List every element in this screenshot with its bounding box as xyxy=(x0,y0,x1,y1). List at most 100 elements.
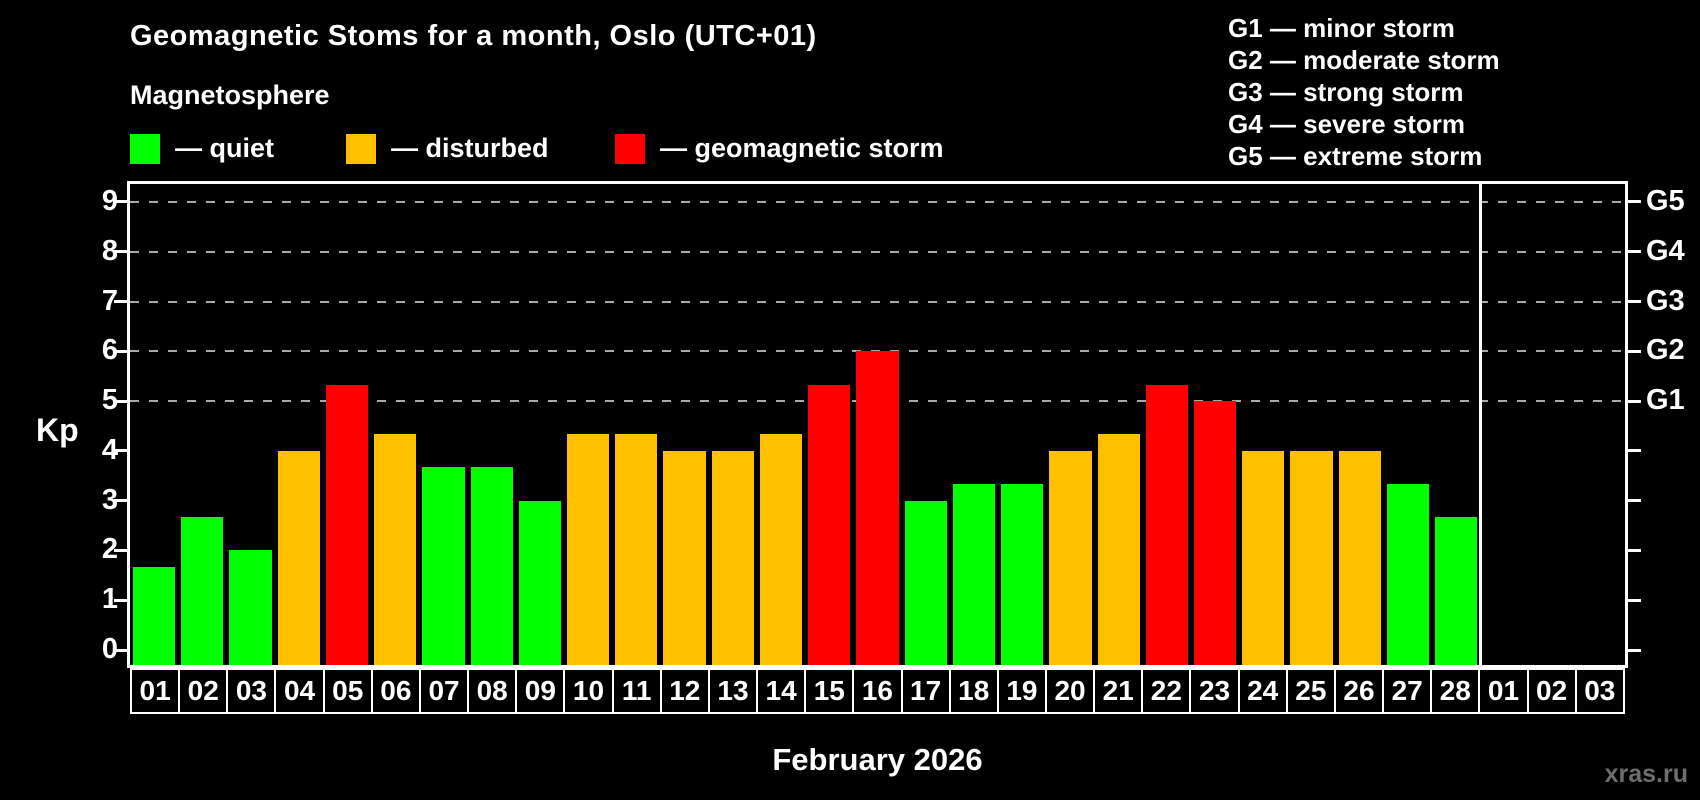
day-cell-feb-10: 10 xyxy=(563,668,614,714)
day-cell-feb-03: 03 xyxy=(226,668,277,714)
day-cell-feb-27: 27 xyxy=(1382,668,1433,714)
right-tick-7 xyxy=(1628,300,1641,304)
day-cell-mar-01: 01 xyxy=(1478,668,1529,714)
kp-bar-day-03 xyxy=(229,550,272,665)
left-tick-6 xyxy=(114,349,127,353)
y-axis-title-kp: Kp xyxy=(36,412,79,448)
kp-bar-day-20 xyxy=(1049,450,1092,665)
day-cell-feb-11: 11 xyxy=(611,668,662,714)
y-axis-label-4: 4 xyxy=(101,433,118,466)
quiet-color-swatch xyxy=(130,133,160,164)
right-tick-5 xyxy=(1628,399,1641,403)
kp-bar-day-24 xyxy=(1242,450,1285,665)
legend-item-quiet: — quiet xyxy=(130,133,274,164)
left-tick-0 xyxy=(114,648,127,652)
day-cell-feb-02: 02 xyxy=(178,668,229,714)
g1-legend-line: G1 — minor storm xyxy=(1228,13,1455,43)
kp-bar-day-01 xyxy=(133,566,176,665)
kp-bar-day-19 xyxy=(1001,484,1044,665)
day-cell-feb-17: 17 xyxy=(900,668,951,714)
legend-item-disturbed: — disturbed xyxy=(346,133,549,164)
gridline-kp-6 xyxy=(130,350,1625,353)
month-separator-line xyxy=(1478,184,1482,665)
kp-bar-day-22 xyxy=(1145,384,1188,665)
right-tick-4 xyxy=(1628,449,1641,453)
right-axis-label-g3: G3 xyxy=(1646,284,1685,317)
g-scale-legend: G1 — minor storm G2 — moderate storm G3 … xyxy=(1228,12,1500,172)
y-axis-label-7: 7 xyxy=(101,284,118,317)
day-cell-feb-24: 24 xyxy=(1237,668,1288,714)
legend-label-disturbed: — disturbed xyxy=(391,133,549,163)
legend-label-quiet: — quiet xyxy=(175,133,274,163)
day-cell-feb-20: 20 xyxy=(1044,668,1096,714)
storm-color-swatch xyxy=(615,133,645,164)
kp-bar-day-09 xyxy=(518,500,562,665)
y-axis-label-0: 0 xyxy=(101,633,118,665)
day-cell-feb-19: 19 xyxy=(996,668,1047,714)
kp-bar-day-02 xyxy=(181,517,224,665)
kp-bar-day-08 xyxy=(470,467,513,665)
day-cell-feb-23: 23 xyxy=(1189,668,1240,714)
y-axis-label-1: 1 xyxy=(101,583,118,616)
right-axis-label-g2: G2 xyxy=(1646,334,1685,367)
kp-bar-day-23 xyxy=(1193,401,1237,665)
legend-item-storm: — geomagnetic storm xyxy=(615,133,944,164)
day-cell-feb-07: 07 xyxy=(418,668,470,714)
day-cell-feb-25: 25 xyxy=(1285,668,1336,714)
left-tick-3 xyxy=(114,499,127,503)
day-cell-mar-02: 02 xyxy=(1526,668,1577,714)
gridline-kp-8 xyxy=(130,250,1625,253)
kp-bar-day-26 xyxy=(1338,450,1381,665)
day-cell-feb-01: 01 xyxy=(130,668,181,714)
legend-label-storm: — geomagnetic storm xyxy=(660,133,944,163)
day-cell-feb-26: 26 xyxy=(1333,668,1385,714)
y-axis-label-8: 8 xyxy=(101,234,118,267)
day-cell-feb-04: 04 xyxy=(274,668,325,714)
kp-bar-day-12 xyxy=(663,450,706,665)
right-tick-0 xyxy=(1628,648,1641,652)
right-axis-label-g1: G1 xyxy=(1646,384,1685,417)
right-axis-label-g5: G5 xyxy=(1646,184,1685,217)
left-tick-7 xyxy=(114,300,127,304)
left-tick-8 xyxy=(114,250,127,254)
kp-bar-day-04 xyxy=(277,450,320,665)
x-axis-day-labels: 01 02 03 04 05 06 07 08 09 10 11 12 13 14 15 16 17 18 19 20… xyxy=(130,668,1625,714)
y-axis-label-6: 6 xyxy=(101,334,118,367)
y-axis-label-2: 2 xyxy=(101,533,118,566)
kp-bar-day-13 xyxy=(711,450,754,665)
subtitle-magnetosphere: Magnetosphere xyxy=(130,80,330,110)
day-cell-mar-03: 03 xyxy=(1574,668,1625,714)
kp-bar-day-06 xyxy=(374,434,417,665)
left-tick-9 xyxy=(114,200,127,204)
disturbed-color-swatch xyxy=(346,133,376,164)
day-cell-feb-21: 21 xyxy=(1093,668,1144,714)
day-cell-feb-09: 09 xyxy=(515,668,566,714)
right-tick-9 xyxy=(1628,200,1641,204)
right-tick-2 xyxy=(1628,548,1641,552)
right-tick-8 xyxy=(1628,250,1641,254)
day-cell-feb-13: 13 xyxy=(707,668,759,714)
g3-legend-line: G3 — strong storm xyxy=(1228,77,1464,107)
right-tick-6 xyxy=(1628,349,1641,353)
kp-bar-day-16 xyxy=(856,351,899,665)
gridline-kp-7 xyxy=(130,300,1625,303)
day-cell-feb-08: 08 xyxy=(467,668,518,714)
left-tick-1 xyxy=(114,598,127,602)
kp-bar-day-21 xyxy=(1097,434,1140,665)
kp-bar-day-28 xyxy=(1435,517,1478,665)
kp-bar-day-05 xyxy=(325,384,369,665)
g5-legend-line: G5 — extreme storm xyxy=(1228,141,1483,171)
right-tick-3 xyxy=(1628,499,1641,503)
kp-bar-day-10 xyxy=(567,434,610,665)
g4-legend-line: G4 — severe storm xyxy=(1228,109,1466,139)
day-cell-feb-22: 22 xyxy=(1141,668,1192,714)
day-cell-feb-28: 28 xyxy=(1430,668,1481,714)
left-tick-2 xyxy=(114,548,127,552)
day-cell-feb-14: 14 xyxy=(756,668,807,714)
right-tick-1 xyxy=(1628,598,1641,602)
kp-bar-day-17 xyxy=(904,500,947,665)
y-axis-label-3: 3 xyxy=(101,483,118,516)
page-title: Geomagnetic Stoms for a month, Oslo (UTC… xyxy=(130,20,817,52)
kp-bar-day-27 xyxy=(1386,484,1430,665)
kp-bar-day-25 xyxy=(1290,450,1333,665)
